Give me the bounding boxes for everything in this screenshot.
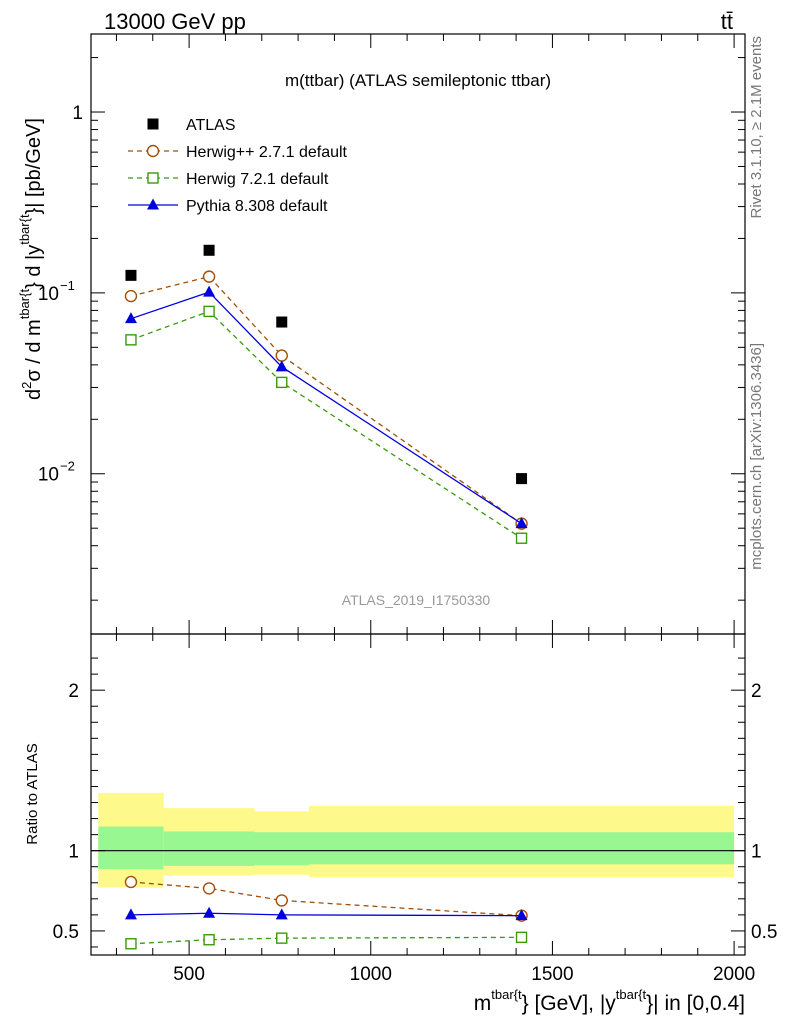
legend-label-herwig-7-2-1-default: Herwig 7.2.1 default	[186, 171, 329, 188]
ratio-y-tick-label-right: 1	[751, 842, 762, 863]
ratio-point-herwig-2-7-1-default	[202, 882, 216, 895]
main-point-pythia-8-308-default	[275, 360, 288, 372]
x-axis-label: mtbar{t} [GeV], |ytbar{t}| in [0,0.4]	[474, 987, 745, 1015]
x-tick-label: 2000	[713, 964, 755, 985]
main-line-herwig-7-2-1-default	[130, 310, 522, 539]
main-point-pythia-8-308-default	[124, 312, 137, 324]
ratio-panel: Ratio to ATLAS mtbar{t} [GeV], |ytbar{t}…	[24, 620, 777, 1015]
ratio-point-herwig-7-2-1-default	[276, 932, 288, 944]
uncertainty-band-stat-1	[163, 831, 255, 866]
legend-marker-herwig-7-2-1-default	[147, 172, 159, 184]
main-point-herwig-7-2-1-default	[203, 305, 215, 318]
ratio-y-tick-label: 0.5	[53, 922, 79, 943]
ratio-y-tick-label: 2	[68, 681, 79, 702]
main-point-herwig-2-7-1-default	[124, 289, 138, 303]
main-point-atlas	[203, 244, 215, 256]
main-y-tick-label: 10	[38, 284, 59, 305]
main-point-atlas	[125, 269, 137, 281]
ratio-line-herwig-7-2-1-default	[130, 936, 522, 945]
legend-marker-herwig-2-7-1-default	[146, 144, 160, 158]
ratio-y-tick-label-right: 2	[751, 681, 762, 702]
main-point-atlas	[276, 316, 288, 328]
main-point-herwig-2-7-1-default	[275, 349, 288, 362]
ratio-point-pythia-8-308-default	[124, 908, 137, 920]
main-point-herwig-7-2-1-default	[515, 532, 528, 544]
ratio-y-axis-label: Ratio to ATLAS	[24, 743, 41, 844]
ratio-point-herwig-7-2-1-default	[125, 938, 137, 950]
main-y-tick-label: 1	[72, 103, 83, 124]
main-point-pythia-8-308-default	[203, 285, 216, 297]
legend-label-atlas: ATLAS	[186, 117, 236, 134]
uncertainty-band-stat-0	[98, 826, 164, 870]
process-label: tt̄	[721, 9, 733, 34]
legend-label-herwig-2-7-1-default: Herwig++ 2.7.1 default	[186, 144, 348, 161]
legend-label-pythia-8-308-default: Pythia 8.308 default	[186, 198, 328, 215]
ratio-point-pythia-8-308-default	[515, 909, 528, 921]
ratio-point-pythia-8-308-default	[203, 906, 216, 918]
ratio-line-pythia-8-308-default	[130, 912, 522, 917]
rivet-label: Rivet 3.1.10, ≥ 2.1M events	[748, 36, 765, 219]
mcplots-label: mcplots.cern.ch [arXiv:1306.3436]	[748, 343, 765, 570]
x-tick-label: 1500	[531, 964, 573, 985]
ratio-point-pythia-8-308-default	[275, 908, 288, 920]
ratio-point-herwig-7-2-1-default	[203, 934, 215, 946]
x-tick-label: 1000	[350, 964, 392, 985]
analysis-label: ATLAS_2019_I1750330	[342, 592, 491, 608]
main-point-herwig-7-2-1-default	[125, 334, 137, 346]
ratio-y-tick-label-right: 0.5	[751, 922, 777, 943]
x-tick-label: 500	[173, 964, 205, 985]
ratio-line-herwig-2-7-1-default	[130, 881, 522, 917]
main-point-herwig-2-7-1-default	[202, 270, 216, 283]
ratio-point-herwig-2-7-1-default	[275, 894, 288, 907]
main-point-pythia-8-308-default	[515, 517, 528, 529]
legend-marker-atlas	[147, 118, 159, 130]
main-y-axis-label: d2σ / d mtbar{t} d |ytbar{t}| [pb/GeV]	[17, 118, 45, 400]
uncertainty-band-stat-3	[309, 832, 735, 865]
main-title: m(ttbar) (ATLAS semileptonic ttbar)	[285, 71, 551, 90]
energy-label: 13000 GeV pp	[104, 9, 246, 34]
legend-marker-pythia-8-308-default	[147, 198, 159, 210]
main-y-tick-exponent: −2	[60, 459, 75, 474]
uncertainty-band-stat-2	[254, 832, 309, 866]
main-point-atlas	[516, 473, 528, 485]
ratio-y-tick-label: 1	[68, 842, 79, 863]
main-line-pythia-8-308-default	[130, 291, 522, 525]
main-point-herwig-7-2-1-default	[276, 376, 288, 389]
ratio-plot-frame	[90, 633, 746, 956]
ratio-point-herwig-7-2-1-default	[515, 931, 528, 944]
main-y-tick-exponent: −1	[60, 278, 75, 293]
main-panel: m(ttbar) (ATLAS semileptonic ttbar) ATLA…	[17, 33, 746, 635]
main-line-herwig-2-7-1-default	[130, 275, 522, 525]
ratio-point-herwig-2-7-1-default	[124, 875, 138, 889]
main-y-tick-label: 10	[38, 465, 59, 486]
